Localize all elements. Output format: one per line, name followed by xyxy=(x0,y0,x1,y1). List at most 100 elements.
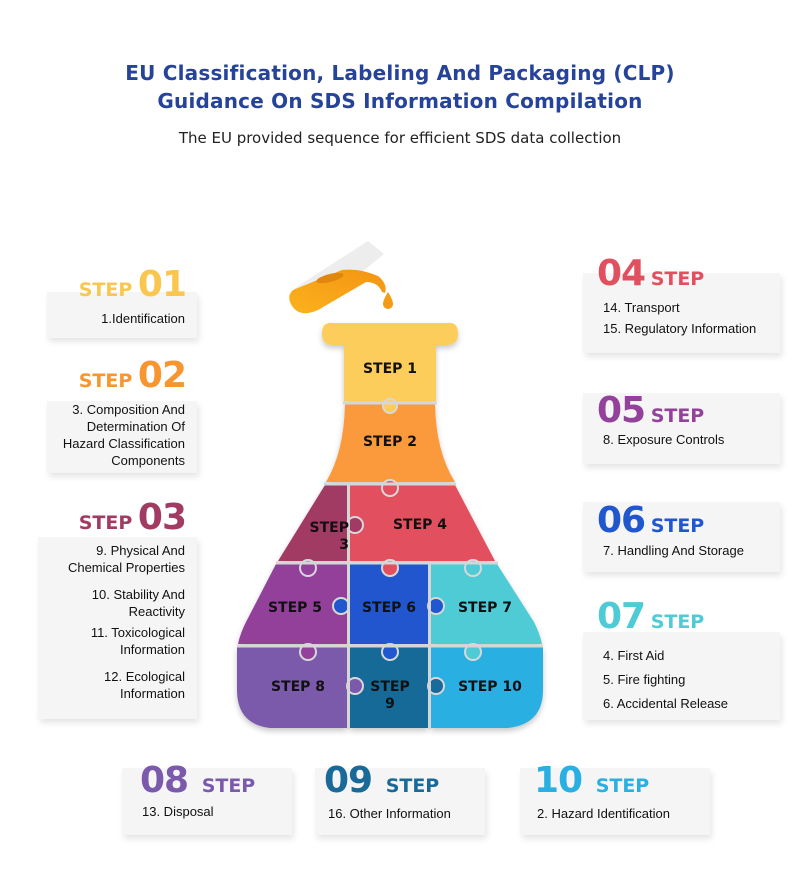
puzzle-piece-step-4[interactable] xyxy=(350,485,495,561)
step-02-item: Determination Of xyxy=(86,419,185,434)
step-04-card: 14. Transport 15. Regulatory Information xyxy=(583,273,780,353)
step-number: 05 xyxy=(597,390,646,431)
step-number: 09 xyxy=(324,760,373,801)
puzzle-piece-step-9[interactable] xyxy=(350,647,428,728)
step-word: STEP xyxy=(385,775,440,797)
step-07-item: 5. Fire fighting xyxy=(603,672,686,687)
puzzle-piece-step-6[interactable] xyxy=(350,564,428,644)
step-03-heading: STEP 03 xyxy=(78,497,187,538)
puzzle-piece-step-2[interactable] xyxy=(326,404,455,482)
step-09-item: 16. Other Information xyxy=(328,806,451,821)
puzzle-knobs xyxy=(299,398,482,695)
piece-label-step-10: STEP 10 xyxy=(458,679,522,695)
piece-label-step-9-line1: STEP xyxy=(370,679,410,695)
step-09-card: 16. Other Information xyxy=(315,768,485,835)
step-03-items: 9. Physical And Chemical Properties 10. … xyxy=(68,542,185,702)
step-10-item: 2. Hazard Identification xyxy=(537,806,670,821)
step-04-item: 14. Transport xyxy=(603,300,680,315)
step-05-item: 8. Exposure Controls xyxy=(603,432,725,447)
puzzle-piece-step-7[interactable] xyxy=(431,564,542,644)
step-03-item: Information xyxy=(119,686,185,701)
step-number: 10 xyxy=(534,760,583,801)
step-02-item: 3. Composition And xyxy=(72,402,185,417)
step-02-card: 3. Composition And Determination Of Haza… xyxy=(47,401,197,473)
step-04-heading: 04 STEP xyxy=(597,253,704,294)
puzzle-piece-step-5[interactable] xyxy=(238,564,347,644)
step-06-card: 7. Handling And Storage xyxy=(583,502,780,572)
test-tube-icon xyxy=(289,241,386,314)
piece-label-step-3: STEP 3 xyxy=(295,520,349,554)
step-01-card: 1.Identification xyxy=(47,292,197,338)
step-07-items: 4. First Aid 5. Fire fighting 6. Acciden… xyxy=(603,644,728,716)
step-03-card: 9. Physical And Chemical Properties 10. … xyxy=(38,537,197,719)
piece-label-step-4: STEP 4 xyxy=(392,517,448,533)
step-word: STEP xyxy=(650,268,705,290)
step-05-items: 8. Exposure Controls xyxy=(603,431,724,448)
puzzle-piece-step-1[interactable] xyxy=(322,323,458,401)
step-word: STEP xyxy=(201,775,256,797)
step-word: STEP xyxy=(650,405,705,427)
step-03-item: 12. Ecological xyxy=(104,669,185,684)
step-number: 01 xyxy=(137,264,187,305)
step-06-heading: 06 STEP xyxy=(597,500,704,541)
step-03-item: Information xyxy=(119,642,185,657)
piece-label-step-3-line1: STEP xyxy=(309,520,349,536)
step-number: 08 xyxy=(140,760,189,801)
piece-label-step-9: STEP 9 xyxy=(350,679,430,713)
page-subtitle: The EU provided sequence for efficient S… xyxy=(178,129,622,147)
page-title-line2: Guidance On SDS Information Compilation xyxy=(157,89,643,113)
step-06-item: 7. Handling And Storage xyxy=(603,543,744,558)
step-word: STEP xyxy=(650,611,705,633)
piece-label-step-1: STEP 1 xyxy=(362,361,418,377)
step-08-card: 13. Disposal xyxy=(122,768,292,835)
step-word: STEP xyxy=(78,279,133,301)
piece-label-step-8: STEP 8 xyxy=(270,679,326,695)
step-09-items: 16. Other Information xyxy=(328,805,451,822)
piece-label-step-7: STEP 7 xyxy=(457,600,513,616)
step-number: 04 xyxy=(597,253,646,294)
step-08-items: 13. Disposal xyxy=(142,803,214,820)
step-08-item: 13. Disposal xyxy=(142,804,214,819)
step-04-items: 14. Transport 15. Regulatory Information xyxy=(603,297,756,339)
step-10-heading: 10 STEP xyxy=(534,760,649,801)
step-word: STEP xyxy=(650,515,705,537)
piece-label-step-5: STEP 5 xyxy=(267,600,323,616)
drop-icon xyxy=(383,292,393,309)
step-08-heading: 08 STEP xyxy=(140,760,255,801)
step-03-item: 10. Stability And xyxy=(91,587,185,602)
step-07-heading: 07 STEP xyxy=(597,596,704,637)
piece-label-step-3-line2: 3 xyxy=(339,537,349,553)
step-word: STEP xyxy=(595,775,650,797)
step-03-item: Reactivity xyxy=(128,604,185,619)
step-10-card: 2. Hazard Identification xyxy=(520,768,710,835)
piece-label-step-6: STEP 6 xyxy=(361,600,417,616)
page-title-line1: EU Classification, Labeling And Packagin… xyxy=(125,61,675,85)
step-02-heading: STEP 02 xyxy=(78,355,187,396)
step-word: STEP xyxy=(78,370,133,392)
step-01-heading: STEP 01 xyxy=(78,264,187,305)
step-05-heading: 05 STEP xyxy=(597,390,704,431)
step-07-item: 6. Accidental Release xyxy=(603,696,729,711)
piece-label-step-2: STEP 2 xyxy=(362,434,418,450)
step-10-items: 2. Hazard Identification xyxy=(537,805,670,822)
piece-label-step-9-line2: 9 xyxy=(385,696,395,712)
step-number: 02 xyxy=(137,355,187,396)
step-03-item: 11. Toxicological xyxy=(90,625,185,640)
step-number: 07 xyxy=(597,596,646,637)
step-02-items: 3. Composition And Determination Of Haza… xyxy=(63,401,185,469)
step-04-item: 15. Regulatory Information xyxy=(603,321,757,336)
step-01-items: 1.Identification xyxy=(101,310,185,327)
step-07-card: 4. First Aid 5. Fire fighting 6. Acciden… xyxy=(583,632,780,720)
puzzle-piece-step-10[interactable] xyxy=(431,647,543,728)
puzzle-piece-step-3[interactable] xyxy=(278,485,347,561)
step-03-item: 9. Physical And xyxy=(96,543,185,558)
step-03-item: Chemical Properties xyxy=(67,560,185,575)
step-number: 06 xyxy=(597,500,646,541)
step-01-item: 1.Identification xyxy=(101,311,185,326)
step-02-item: Hazard Classification xyxy=(62,436,185,451)
step-02-item: Components xyxy=(111,453,185,468)
puzzle-seams xyxy=(237,401,543,729)
puzzle-piece-step-8[interactable] xyxy=(237,647,347,728)
step-word: STEP xyxy=(78,512,133,534)
